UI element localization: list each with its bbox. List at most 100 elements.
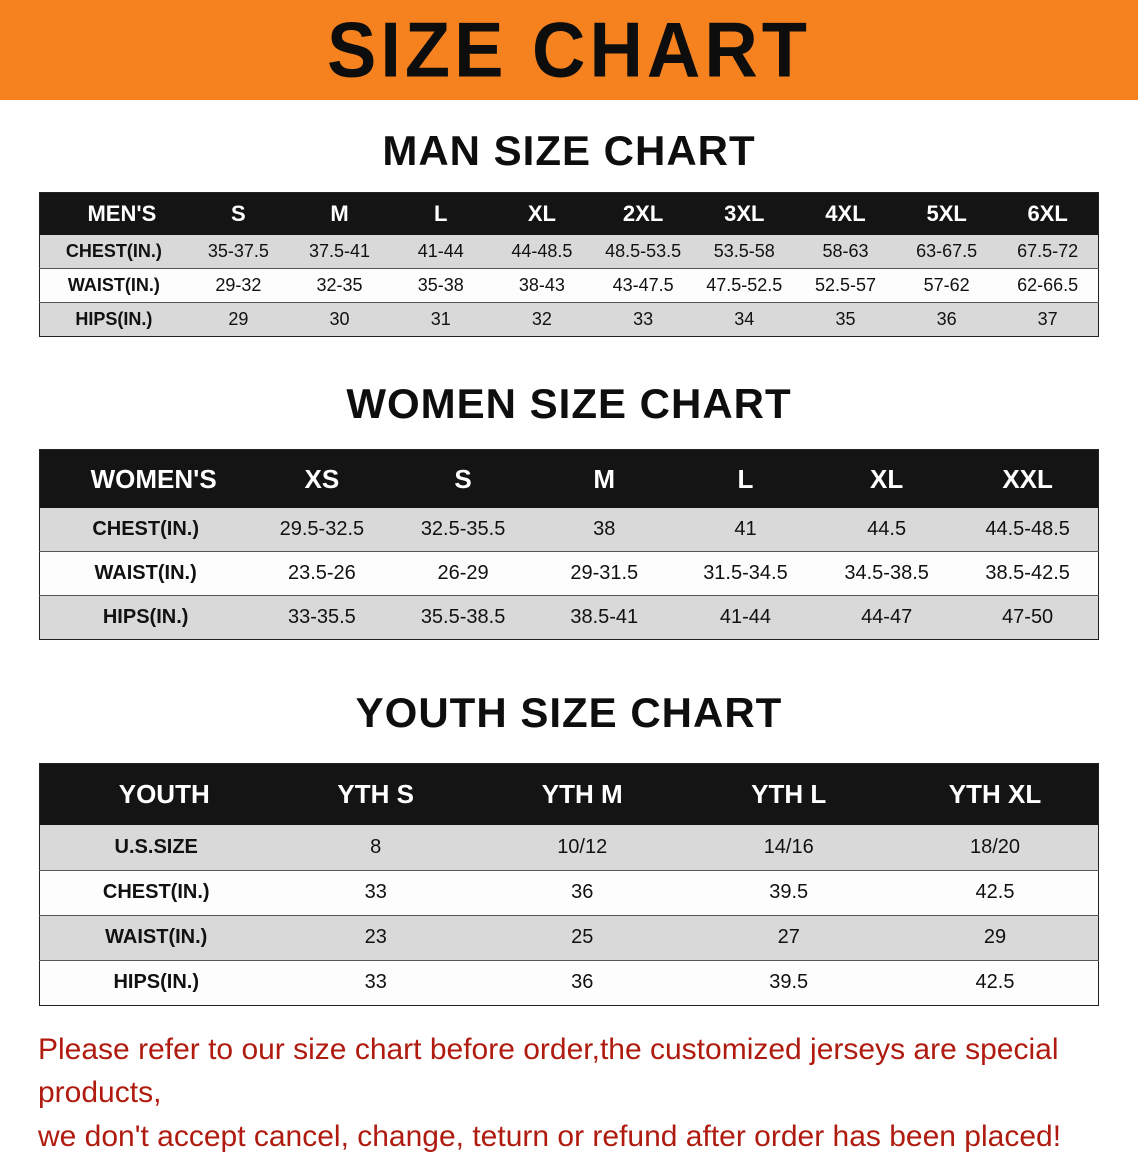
- size-header-cell: 4XL: [794, 192, 897, 235]
- table-row: WAIST(IN.) 29-32 32-35 35-38 38-43 43-47.5 47.…: [39, 268, 1099, 304]
- value-cell: 63-67.5: [896, 234, 998, 270]
- value-cell: 29: [187, 302, 289, 337]
- value-cell: 38: [533, 507, 675, 553]
- value-cell: 62-66.5: [997, 268, 1099, 304]
- size-header-cell: L: [390, 192, 492, 235]
- banner: SIZE CHART: [0, 0, 1138, 100]
- value-cell: 29-32: [187, 268, 289, 304]
- table-row: WAIST(IN.) 23.5-26 26-29 29-31.5 31.5-34.5 34…: [39, 551, 1099, 597]
- row-label-cell: HIPS(IN.): [39, 595, 252, 640]
- value-cell: 37: [997, 302, 1099, 337]
- size-header-cell: YTH XL: [891, 763, 1099, 826]
- size-header-cell: M: [288, 192, 391, 235]
- value-cell: 32-35: [288, 268, 391, 304]
- size-header-cell: L: [674, 449, 817, 508]
- row-label-cell: U.S.SIZE: [39, 825, 273, 871]
- table-title-cell: MEN'S: [39, 192, 188, 235]
- value-cell: 33: [272, 960, 479, 1006]
- notice-line-2: we don't accept cancel, change, teturn o…: [38, 1119, 1062, 1153]
- size-header-cell: XXL: [957, 449, 1099, 508]
- table-row: U.S.SIZE 8 10/12 14/16 18/20: [39, 825, 1099, 871]
- table-row: WAIST(IN.) 23 25 27 29: [39, 915, 1099, 961]
- value-cell: 67.5-72: [997, 234, 1099, 270]
- value-cell: 36: [478, 870, 686, 916]
- size-header-cell: YTH L: [685, 763, 892, 826]
- value-cell: 31: [390, 302, 492, 337]
- footer-notice: Please refer to our size chart before or…: [38, 1028, 1108, 1158]
- value-cell: 44.5: [816, 507, 958, 553]
- value-cell: 33: [272, 870, 479, 916]
- table-row: HIPS(IN.) 33 36 39.5 42.5: [39, 960, 1099, 1006]
- value-cell: 37.5-41: [288, 234, 391, 270]
- women-size-table: WOMEN'S XS S M L XL XXL CHEST(IN.) 29.5-32.5 32.5…: [39, 449, 1099, 641]
- value-cell: 32.5-35.5: [392, 507, 534, 553]
- value-cell: 29.5-32.5: [251, 507, 393, 553]
- value-cell: 41: [674, 507, 817, 553]
- size-header-cell: YTH M: [478, 763, 686, 826]
- row-label-cell: HIPS(IN.): [39, 302, 188, 337]
- value-cell: 33: [592, 302, 694, 337]
- size-header-cell: S: [392, 449, 534, 508]
- size-header-cell: 6XL: [997, 192, 1099, 235]
- value-cell: 44-48.5: [491, 234, 593, 270]
- row-label-cell: CHEST(IN.): [39, 234, 188, 270]
- value-cell: 38.5-42.5: [957, 551, 1099, 597]
- table-header-row: YOUTH YTH S YTH M YTH L YTH XL: [39, 763, 1099, 826]
- value-cell: 31.5-34.5: [674, 551, 817, 597]
- value-cell: 44.5-48.5: [957, 507, 1099, 553]
- value-cell: 18/20: [891, 825, 1099, 871]
- value-cell: 36: [478, 960, 686, 1006]
- size-header-cell: 2XL: [592, 192, 694, 235]
- value-cell: 41-44: [390, 234, 492, 270]
- men-size-table: MEN'S S M L XL 2XL 3XL 4XL 5XL 6XL CHEST(IN.) 35-37…: [39, 192, 1099, 338]
- value-cell: 35.5-38.5: [392, 595, 534, 640]
- value-cell: 35: [794, 302, 897, 337]
- table-title-cell: YOUTH: [39, 763, 273, 826]
- value-cell: 10/12: [478, 825, 686, 871]
- men-size-chart-heading: MAN SIZE CHART: [382, 127, 756, 174]
- value-cell: 44-47: [816, 595, 958, 640]
- size-header-cell: XL: [491, 192, 593, 235]
- value-cell: 35-37.5: [187, 234, 289, 270]
- size-header-cell: YTH S: [272, 763, 479, 826]
- value-cell: 41-44: [674, 595, 817, 640]
- value-cell: 38.5-41: [533, 595, 675, 640]
- row-label-cell: HIPS(IN.): [39, 960, 273, 1006]
- value-cell: 38-43: [491, 268, 593, 304]
- value-cell: 52.5-57: [794, 268, 897, 304]
- value-cell: 33-35.5: [251, 595, 393, 640]
- size-header-cell: 3XL: [693, 192, 795, 235]
- size-header-cell: M: [533, 449, 675, 508]
- youth-size-chart-section: YOUTH SIZE CHART YOUTH YTH S YTH M YTH L YTH…: [0, 689, 1138, 1006]
- value-cell: 25: [478, 915, 686, 961]
- value-cell: 29: [891, 915, 1099, 961]
- table-row: CHEST(IN.) 35-37.5 37.5-41 41-44 44-48.5 48.5…: [39, 234, 1099, 270]
- table-title-cell: WOMEN'S: [39, 449, 252, 508]
- value-cell: 48.5-53.5: [592, 234, 694, 270]
- table-row: HIPS(IN.) 29 30 31 32 33 34 35 36 37: [39, 302, 1099, 337]
- table-row: CHEST(IN.) 29.5-32.5 32.5-35.5 38 41 44.5 44.5…: [39, 507, 1099, 553]
- value-cell: 30: [288, 302, 391, 337]
- value-cell: 47-50: [957, 595, 1099, 640]
- value-cell: 35-38: [390, 268, 492, 304]
- value-cell: 26-29: [392, 551, 534, 597]
- row-label-cell: WAIST(IN.): [39, 268, 188, 304]
- value-cell: 43-47.5: [592, 268, 694, 304]
- table-header-row: MEN'S S M L XL 2XL 3XL 4XL 5XL 6XL: [39, 192, 1099, 235]
- value-cell: 14/16: [685, 825, 892, 871]
- value-cell: 23: [272, 915, 479, 961]
- row-label-cell: CHEST(IN.): [39, 870, 273, 916]
- value-cell: 53.5-58: [693, 234, 795, 270]
- row-label-cell: CHEST(IN.): [39, 507, 252, 553]
- value-cell: 57-62: [896, 268, 998, 304]
- size-chart-table: MEN'S S M L XL 2XL 3XL 4XL 5XL 6XL CHEST(IN.) 35-37…: [39, 192, 1099, 338]
- value-cell: 39.5: [685, 870, 892, 916]
- table-header-row: WOMEN'S XS S M L XL XXL: [39, 449, 1099, 508]
- youth-size-chart-heading: YOUTH SIZE CHART: [355, 689, 783, 737]
- value-cell: 27: [685, 915, 892, 961]
- value-cell: 34.5-38.5: [816, 551, 958, 597]
- value-cell: 34: [693, 302, 795, 337]
- value-cell: 42.5: [891, 870, 1099, 916]
- women-size-chart-section: WOMEN SIZE CHART WOMEN'S XS S M L XL XXL CHEST(…: [0, 380, 1138, 641]
